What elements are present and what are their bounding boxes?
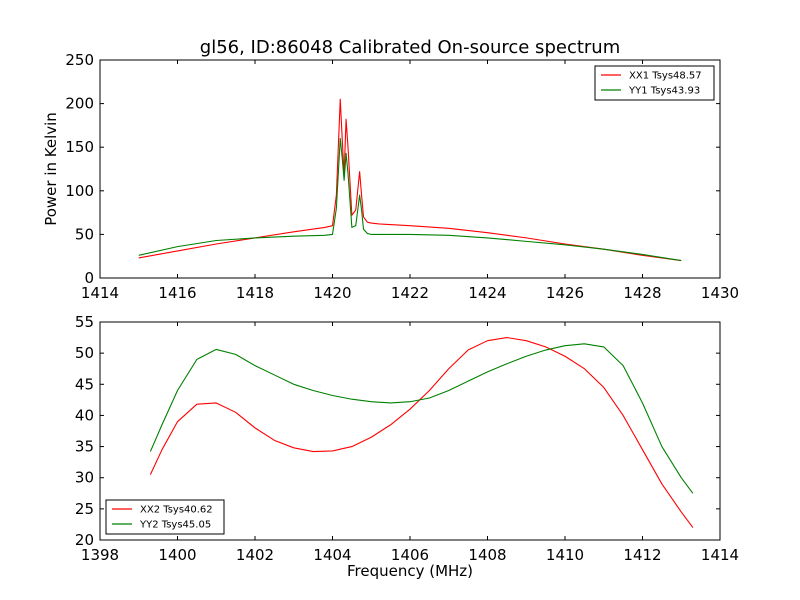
bottom-y-tick-label: 45 — [75, 375, 94, 393]
top-x-tick-label: 1430 — [701, 284, 739, 302]
top-y-tick-label: 150 — [65, 138, 94, 156]
top-x-tick-label: 1422 — [391, 284, 429, 302]
bottom-legend-label-1: XX2 Tsys40.62 — [140, 505, 213, 516]
top-panel: gl56, ID:86048 Calibrated On-source spec… — [42, 37, 739, 302]
bottom-x-tick-label: 1410 — [546, 546, 584, 564]
bottom-y-tick-label: 30 — [75, 469, 94, 487]
bottom-x-tick-label: 1402 — [236, 546, 274, 564]
top-series-line-1 — [138, 98, 682, 262]
top-y-tick-label: 100 — [65, 182, 94, 200]
bottom-series-line-2 — [149, 343, 694, 494]
top-y-tick-label: 250 — [65, 51, 94, 69]
top-y-tick-label: 50 — [75, 225, 94, 243]
top-legend-label-2: YY1 Tsys43.93 — [628, 86, 700, 97]
bottom-series-group — [149, 337, 694, 528]
bottom-x-tick-label: 1406 — [391, 546, 429, 564]
bottom-y-tick-label: 40 — [75, 406, 94, 424]
top-legend-box — [594, 65, 715, 101]
bottom-x-tick-label: 1404 — [313, 546, 351, 564]
bottom-x-tick-label: 1398 — [81, 546, 119, 564]
bottom-x-axis-label: Frequency (MHz) — [347, 562, 473, 580]
bottom-plot-area: 1398 1400 1402 1404 1406 1408 1410 1412 1414 20 25… — [75, 313, 739, 564]
top-x-tick-label: 1426 — [546, 284, 584, 302]
top-plot-area: 1414 1416 1418 1420 1422 1424 1426 1428 1430 0 50 1… — [65, 51, 739, 302]
bottom-y-tick-label: 20 — [75, 531, 94, 549]
bottom-y-tick-label: 55 — [75, 313, 94, 331]
top-legend-label-1: XX1 Tsys48.57 — [629, 71, 702, 82]
bottom-y-tick-label: 50 — [75, 344, 94, 362]
bottom-x-tick-label: 1408 — [468, 546, 506, 564]
top-x-tick-label: 1418 — [236, 284, 274, 302]
bottom-x-tick-label: 1414 — [701, 546, 739, 564]
top-series-group — [138, 98, 682, 262]
bottom-y-tick-label: 35 — [75, 438, 94, 456]
top-legend: XX1 Tsys48.57 YY1 Tsys43.93 — [594, 65, 715, 101]
bottom-x-tick-label: 1400 — [158, 546, 196, 564]
bottom-y-tick-label: 25 — [75, 500, 94, 518]
bottom-legend: XX2 Tsys40.62 YY2 Tsys45.05 — [105, 499, 225, 535]
top-x-tick-label: 1424 — [468, 284, 506, 302]
top-y-tick-label: 0 — [84, 269, 94, 287]
top-x-tick-label: 1416 — [158, 284, 196, 302]
top-x-tick-label: 1428 — [623, 284, 661, 302]
bottom-panel: Frequency (MHz) 1398 1400 1402 1404 1406 1408… — [75, 313, 739, 580]
top-x-tick-label: 1420 — [313, 284, 351, 302]
bottom-legend-label-2: YY2 Tsys45.05 — [139, 520, 211, 531]
chart-title: gl56, ID:86048 Calibrated On-source spec… — [200, 37, 620, 58]
bottom-legend-box — [105, 499, 225, 535]
top-y-tick-label: 200 — [65, 95, 94, 113]
top-x-tick-label: 1414 — [81, 284, 119, 302]
top-y-axis-label: Power in Kelvin — [42, 112, 60, 226]
bottom-x-tick-label: 1412 — [623, 546, 661, 564]
top-series-line-2 — [138, 137, 682, 262]
